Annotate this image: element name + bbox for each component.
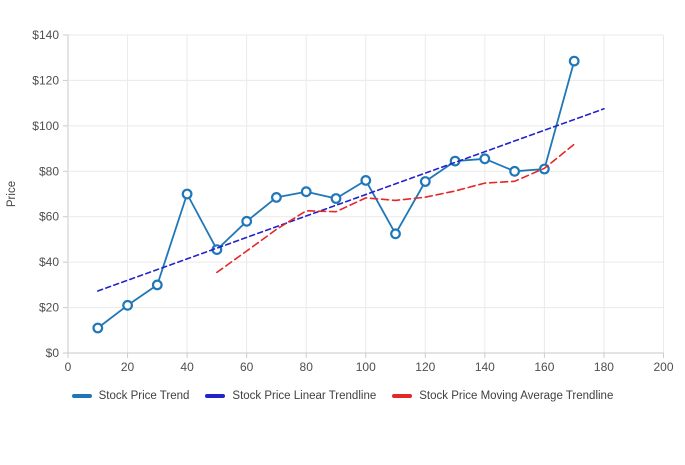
- svg-text:$140: $140: [32, 28, 59, 42]
- svg-text:120: 120: [415, 360, 435, 374]
- legend-swatch-moving-average-trendline: [392, 394, 413, 398]
- svg-text:$80: $80: [39, 164, 59, 178]
- svg-text:$120: $120: [32, 73, 59, 87]
- svg-text:100: 100: [356, 360, 376, 374]
- svg-text:20: 20: [121, 360, 135, 374]
- stock-price-chart: 0 20 40 60 80 100 120 140 160 180 200 $0 $20 $40 $60 $8…: [6, 28, 674, 374]
- legend-item-stock-price-trend: Stock Price Trend: [71, 390, 190, 402]
- svg-text:$20: $20: [39, 301, 59, 315]
- svg-text:160: 160: [534, 360, 554, 374]
- svg-text:200: 200: [653, 360, 673, 374]
- svg-text:180: 180: [594, 360, 614, 374]
- legend-label-stock-price-trend: Stock Price Trend: [98, 390, 190, 402]
- svg-text:80: 80: [300, 360, 314, 374]
- legend-swatch-stock-price-trend: [71, 394, 92, 398]
- svg-text:Price: Price: [6, 181, 18, 207]
- legend: Stock Price Trend Stock Price Linear Tre…: [30, 390, 655, 402]
- legend-label-moving-average-trendline: Stock Price Moving Average Trendline: [419, 390, 614, 402]
- legend-label-linear-trendline: Stock Price Linear Trendline: [232, 390, 377, 402]
- svg-text:$0: $0: [46, 346, 60, 360]
- legend-swatch-linear-trendline: [205, 394, 226, 398]
- svg-text:$60: $60: [39, 210, 59, 224]
- legend-item-linear-trendline: Stock Price Linear Trendline: [205, 390, 376, 402]
- svg-text:40: 40: [180, 360, 194, 374]
- svg-text:$100: $100: [32, 119, 59, 133]
- legend-item-moving-average-trendline: Stock Price Moving Average Trendline: [392, 390, 613, 402]
- svg-text:0: 0: [65, 360, 72, 374]
- svg-text:$40: $40: [39, 255, 59, 269]
- svg-text:140: 140: [475, 360, 495, 374]
- svg-text:60: 60: [240, 360, 254, 374]
